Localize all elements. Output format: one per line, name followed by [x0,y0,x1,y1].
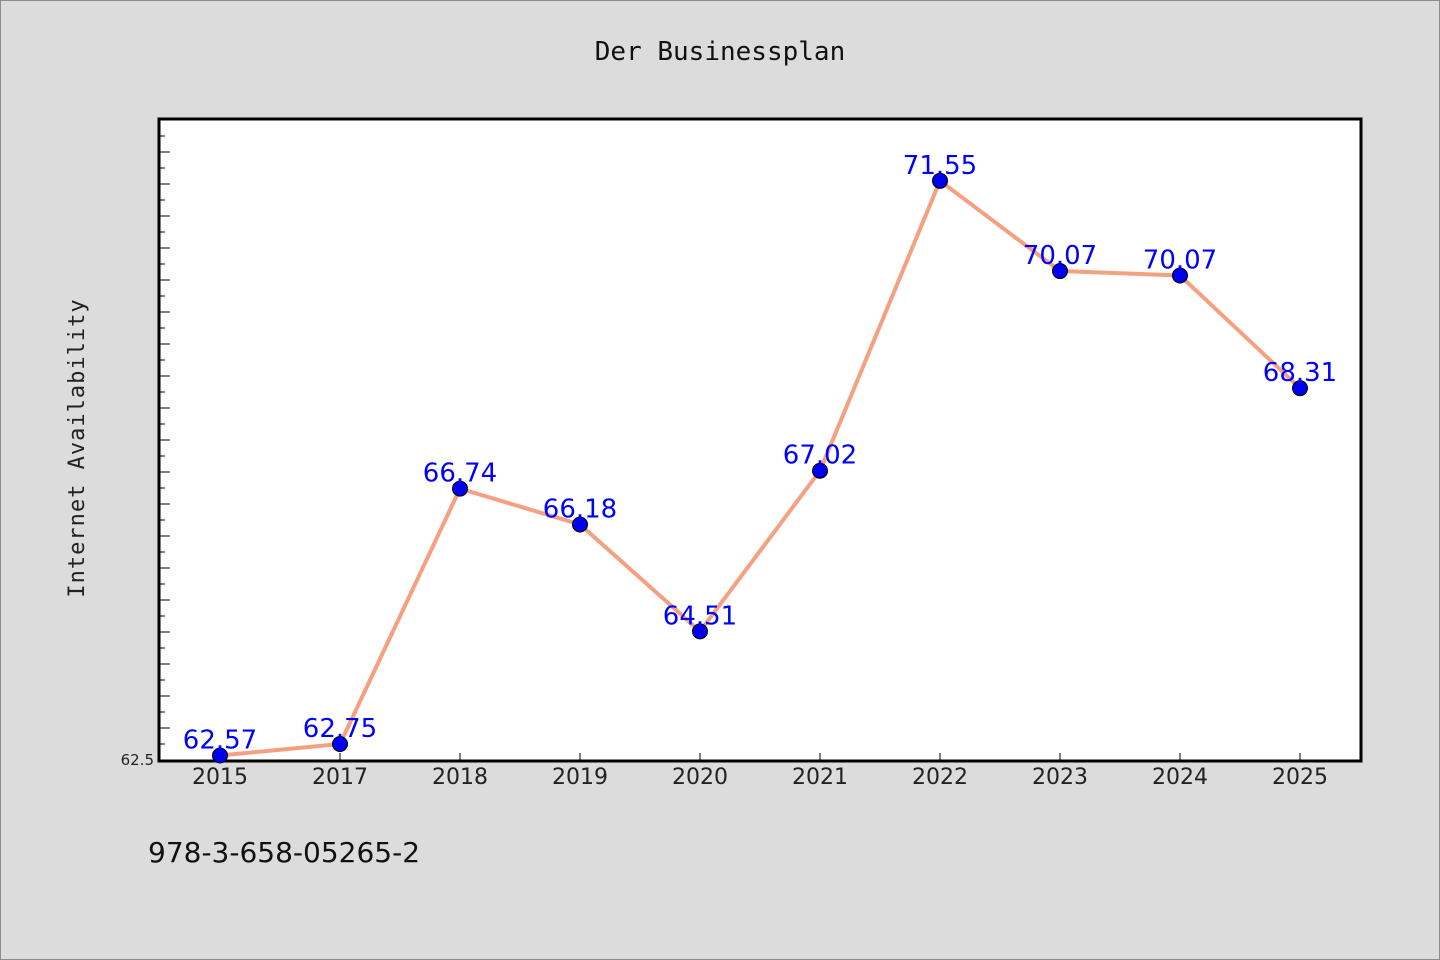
data-point [692,623,708,640]
data-label: 62.75 [303,714,377,744]
data-label: 66.74 [423,459,497,489]
data-label: 64.51 [663,601,737,631]
data-point [1292,380,1308,397]
data-point [572,516,588,533]
x-tick-label: 2025 [1272,765,1328,790]
data-label: 70.07 [1023,241,1097,271]
x-tick-label: 2020 [672,765,728,790]
data-label: 68.31 [1263,358,1337,388]
data-labels: 62.57 62.75 66.74 66.18 64.51 67.02 71.55 70.07… [183,151,1337,756]
data-label: 67.02 [783,441,857,471]
x-tick-label: 2024 [1152,765,1208,790]
data-point [812,462,828,479]
data-point [452,480,468,497]
series-line [218,178,1302,758]
data-point [212,747,228,764]
x-axis-ticks: 2015 2017 2018 2019 2020 2021 2022 2023 2024 2025 [192,753,1328,790]
data-point [1052,263,1068,280]
y-axis-label: Internet Availability [65,298,90,597]
data-point [932,172,948,189]
data-point [332,736,348,752]
x-tick-label: 2018 [432,765,488,790]
data-label: 66.18 [543,494,617,524]
x-tick-label: 2021 [792,765,848,790]
plot-area [157,117,1363,763]
chart-title: Der Businessplan [595,37,845,67]
isbn-text: 978-3-658-05265-2 [148,836,420,869]
data-point [1172,267,1188,284]
series-line-group [218,178,1302,758]
x-tick-label: 2019 [552,765,608,790]
x-tick-label: 2022 [912,765,968,790]
x-tick-label: 2023 [1032,765,1088,790]
y-tick-label: 62.5 [121,751,154,769]
data-label: 71.55 [903,151,977,181]
y-axis-ticks: 62.5 [121,119,170,769]
data-label: 70.07 [1143,246,1217,276]
x-tick-label: 2015 [192,765,248,790]
x-tick-label: 2017 [312,765,368,790]
data-points [212,172,1308,764]
data-label: 62.57 [183,726,257,756]
